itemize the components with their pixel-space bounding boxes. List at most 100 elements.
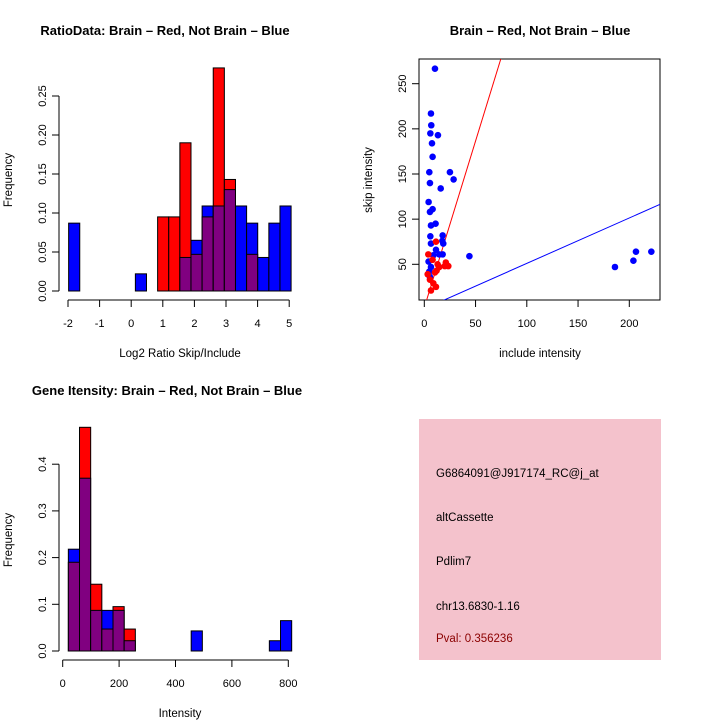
point-not-brain	[428, 139, 436, 147]
x-tick-label: 5	[286, 318, 292, 330]
point-brain	[431, 269, 439, 276]
point-not-brain	[426, 179, 434, 187]
y-axis-label: Frequency	[3, 153, 15, 208]
bar-overlap	[246, 253, 259, 292]
point-brain	[429, 256, 436, 264]
bar-overlap	[223, 189, 236, 292]
x-tick-label: 50	[469, 318, 481, 330]
y-tick-label: 150	[397, 165, 409, 183]
x-tick-label: 200	[620, 318, 638, 330]
points	[424, 65, 655, 294]
bar-overlap	[123, 640, 136, 652]
x-tick-label: 800	[279, 678, 297, 690]
info-panel: G6864091@J917174_RC@j_at altCassette Pdl…	[419, 419, 661, 660]
y-tick-label: 200	[397, 120, 409, 138]
point-brain	[434, 261, 441, 268]
point-brain	[441, 262, 449, 270]
gene-name: Pdlim7	[436, 556, 471, 568]
chart-title: RatioData: Brain – Red, Not Brain – Blue	[40, 23, 289, 38]
event-type: altCassette	[436, 512, 494, 524]
plot-box	[418, 58, 661, 301]
x-tick-label: 600	[223, 678, 241, 690]
p-value: Pval: 0.356236	[436, 633, 513, 645]
x-tick-label: 0	[128, 318, 134, 330]
bar-overlap	[212, 205, 225, 292]
x-tick-label: 2	[191, 318, 197, 330]
x-tick-label: 0	[60, 678, 66, 690]
point-not-brain	[632, 248, 640, 255]
bars	[68, 67, 292, 292]
point-not-brain	[434, 131, 442, 139]
bar-overlap	[179, 256, 192, 292]
y-tick-label: 250	[397, 75, 409, 93]
point-not-brain	[427, 233, 434, 240]
point-not-brain	[427, 222, 435, 229]
bar-overlap	[101, 628, 114, 652]
bar-not-brain	[279, 205, 292, 292]
x-tick-label: 200	[110, 678, 128, 690]
y-axis-label: skip intensity	[363, 147, 375, 213]
point-not-brain	[446, 168, 454, 176]
x-axis-label: Intensity	[159, 708, 202, 720]
y-tick-label: 0.0	[37, 643, 49, 658]
bar-not-brain	[234, 205, 248, 292]
point-not-brain	[437, 185, 445, 192]
bar-not-brain	[257, 256, 270, 292]
chart-title: Gene Itensity: Brain – Red, Not Brain – …	[32, 383, 302, 398]
x-tick-label: 0	[421, 318, 427, 330]
info-panel-background	[419, 419, 661, 660]
point-brain	[430, 279, 437, 287]
point-not-brain	[431, 65, 439, 73]
point-not-brain	[429, 153, 436, 161]
bar-not-brain	[268, 222, 281, 292]
blue-fit-line	[442, 203, 660, 300]
bar-overlap	[190, 253, 203, 292]
chart-title: Brain – Red, Not Brain – Blue	[450, 23, 631, 38]
bar-not-brain	[190, 630, 203, 652]
point-not-brain	[439, 251, 446, 258]
point-not-brain	[427, 240, 435, 247]
bar-overlap	[112, 609, 125, 652]
bar-overlap	[90, 609, 103, 652]
bar-not-brain	[68, 222, 81, 292]
bar-not-brain	[268, 640, 282, 652]
red-fit-line	[426, 59, 502, 300]
point-not-brain	[450, 176, 457, 183]
x-tick-label: 100	[518, 318, 536, 330]
y-tick-label: 0.3	[37, 503, 49, 518]
point-brain	[424, 270, 431, 278]
y-tick-label: 0.1	[37, 597, 49, 612]
y-tick-label: 0.20	[37, 124, 49, 145]
x-tick-label: 3	[223, 318, 229, 330]
x-axis-label: Log2 Ratio Skip/Include	[119, 348, 240, 360]
x-tick-label: 400	[166, 678, 184, 690]
bar-overlap	[79, 477, 92, 652]
point-not-brain	[611, 263, 619, 271]
bars	[67, 426, 293, 652]
point-not-brain	[439, 232, 446, 239]
x-tick-label: 150	[569, 318, 587, 330]
point-not-brain	[427, 110, 435, 117]
y-tick-label: 0.10	[37, 202, 49, 223]
bar-brain	[168, 216, 181, 292]
x-tick-label: 1	[160, 318, 166, 330]
y-tick-label: 0.15	[37, 163, 49, 184]
point-not-brain	[427, 121, 435, 129]
probe-id: G6864091@J917174_RC@j_at	[436, 468, 600, 480]
y-axis-label: Frequency	[3, 513, 15, 568]
bar-brain	[157, 216, 170, 292]
bar-not-brain	[134, 273, 147, 292]
x-tick-label: -1	[95, 318, 105, 330]
point-not-brain	[427, 130, 434, 137]
point-not-brain	[466, 252, 473, 260]
y-tick-label: 0.25	[37, 85, 49, 106]
point-not-brain	[630, 257, 637, 264]
bar-overlap	[67, 561, 81, 652]
point-not-brain	[439, 240, 447, 247]
bar-not-brain	[280, 620, 293, 652]
y-tick-label: 0.2	[37, 550, 49, 565]
point-not-brain	[648, 248, 655, 255]
x-axis-label: include intensity	[499, 348, 581, 360]
location: chr13.6830-1.16	[436, 601, 520, 613]
point-not-brain	[425, 198, 432, 206]
